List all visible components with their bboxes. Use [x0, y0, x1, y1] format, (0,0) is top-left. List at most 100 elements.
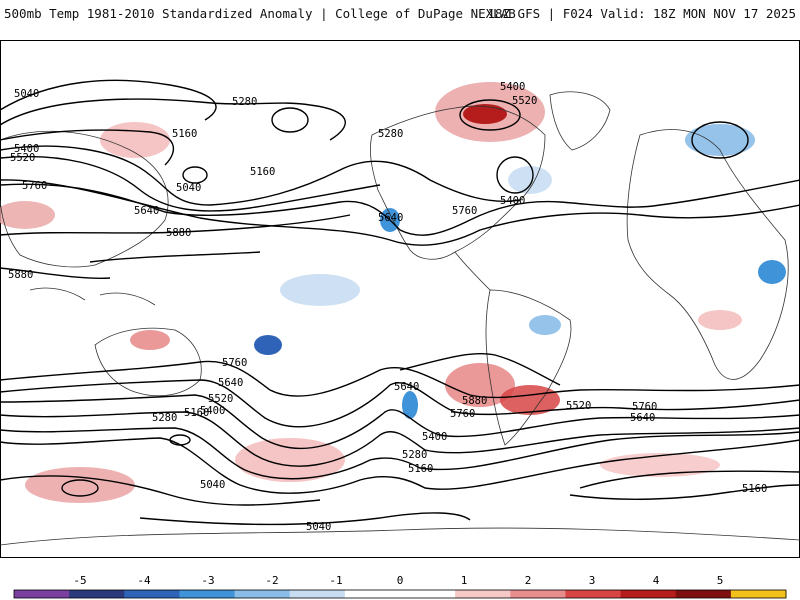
- warm-anomaly-antarctic-coast: [25, 467, 135, 503]
- colorbar-swatch: [289, 590, 346, 598]
- contour-label: 5640: [630, 412, 655, 424]
- colorbar-swatches: [13, 589, 787, 599]
- colorbar-swatch: [124, 590, 180, 598]
- model-run-info: 18Z GFS | F024 Valid: 18Z MON NOV 17 202…: [487, 6, 796, 21]
- contour-label: 5040: [176, 182, 201, 194]
- contour-label: 5520: [10, 152, 35, 164]
- anomaly-shading: [0, 82, 786, 503]
- closed-low-alaska: [271, 107, 309, 133]
- contour-5640-south: [0, 379, 800, 428]
- contour-label: 5400: [14, 143, 39, 155]
- contour-label: 5880: [166, 227, 191, 239]
- contour-label: 5280: [152, 412, 177, 424]
- colorbar-swatch: [675, 590, 732, 598]
- warm-anomaly-south-pacific: [445, 363, 515, 407]
- cold-anomaly-east-africa: [758, 260, 786, 284]
- colorbar-ticks: -5 -4 -3 -2 -1 0 1 2 3 4 5: [73, 574, 723, 587]
- coast-north-america: [370, 105, 546, 260]
- coastlines: [0, 91, 800, 546]
- coast-maritime-continent: [29, 287, 156, 306]
- colorbar-tick-label: -1: [329, 574, 342, 587]
- contour-5400-south: [0, 411, 800, 467]
- contour-label: 5640: [134, 205, 159, 217]
- contour-label: 5400: [422, 431, 447, 443]
- contour-5760-north: [0, 179, 800, 246]
- warm-anomaly-south-america: [500, 385, 560, 415]
- cold-anomaly-tropical-pacific: [280, 274, 360, 306]
- global-map: 5040 5280 5160 5400 5520 5760 5640 5880 …: [0, 40, 800, 558]
- contour-label: 5040: [14, 88, 39, 100]
- cold-anomaly-central-pacific: [254, 335, 282, 355]
- contour-label: 5400: [500, 81, 525, 93]
- cold-anomaly-europe: [685, 124, 755, 156]
- colorbar-swatch: [344, 590, 401, 598]
- contour-5880-south: [0, 267, 561, 386]
- contour-label: 5520: [566, 400, 591, 412]
- contour-label: 5880: [462, 395, 487, 407]
- colorbar-swatch: [234, 590, 291, 598]
- colorbar-tick-label: 5: [717, 574, 724, 587]
- height-contours: [0, 79, 800, 526]
- contour-label: 5760: [22, 180, 47, 192]
- contour-5400-north: [0, 145, 521, 206]
- colorbar-frame: [13, 589, 787, 599]
- warm-anomaly-siberia: [0, 201, 55, 229]
- colorbar-tick-label: -2: [265, 574, 278, 587]
- coast-south-america: [485, 289, 572, 446]
- contour-label: 5160: [250, 166, 275, 178]
- closed-low-great-lakes: [496, 156, 534, 194]
- contour-5040-north: [0, 79, 217, 121]
- closed-low-europe: [691, 121, 749, 159]
- colorbar-tick-label: 1: [461, 574, 468, 587]
- colorbar-tick-label: -4: [137, 574, 151, 587]
- cold-anomaly-south-atlantic: [402, 391, 418, 419]
- colorbar-swatch: [620, 590, 677, 598]
- coast-asia: [0, 130, 169, 268]
- colorbar-tick-label: 0: [397, 574, 404, 587]
- contour-label: 5280: [378, 128, 403, 140]
- contour-label: 5520: [512, 95, 537, 107]
- contour-label: 5280: [232, 96, 257, 108]
- contour-5520-south: [0, 394, 800, 450]
- chart-title: 500mb Temp 1981-2010 Standardized Anomal…: [4, 6, 516, 21]
- contour-label: 5760: [452, 205, 477, 217]
- cold-anomaly-atlantic: [508, 166, 552, 194]
- contour-label: 5040: [306, 521, 331, 533]
- contour-5160-far-south: [569, 484, 800, 500]
- contour-label: 5400: [500, 195, 525, 207]
- colorbar-swatch: [510, 590, 566, 598]
- colorbar-swatch: [179, 590, 236, 598]
- colorbar-tick-label: 2: [525, 574, 532, 587]
- warm-anomaly-hudson-bay-core: [463, 104, 507, 124]
- contour-labels: 5040 5280 5160 5400 5520 5760 5640 5880 …: [8, 81, 767, 533]
- closed-low-north-pacific: [182, 166, 208, 184]
- contour-label: 5880: [8, 269, 33, 281]
- closed-low-hudson-bay: [459, 99, 521, 131]
- colorbar-swatch: [455, 590, 511, 598]
- warm-anomaly-north-pacific: [100, 122, 170, 158]
- coast-greenland: [549, 91, 611, 151]
- contour-5280-north: [0, 98, 346, 141]
- contour-label: 5760: [632, 401, 657, 413]
- contour-5760-south: [0, 360, 800, 399]
- contour-label: 5160: [742, 483, 767, 495]
- contour-5520-north: [0, 155, 381, 212]
- colorbar-tick-label: 4: [653, 574, 660, 587]
- contour-5880-north: [0, 214, 351, 263]
- contour-label: 5160: [408, 463, 433, 475]
- contour-5280-south: [0, 427, 800, 480]
- colorbar-swatch: [14, 590, 70, 598]
- warm-anomaly-africa: [698, 310, 742, 330]
- contour-label: 5760: [450, 408, 475, 420]
- warm-anomaly-australia: [130, 330, 170, 350]
- coast-central-america: [454, 251, 491, 291]
- colorbar: -5 -4 -3 -2 -1 0 1 2 3 4 5: [13, 574, 787, 599]
- contour-5040-south: [0, 470, 800, 526]
- contour-label: 5760: [222, 357, 247, 369]
- colorbar-tick-label: -5: [73, 574, 86, 587]
- contour-5160-north: [0, 129, 175, 166]
- contour-label: 5280: [402, 449, 427, 461]
- contour-label: 5640: [378, 212, 403, 224]
- closed-low-antarctic: [61, 479, 99, 497]
- cold-anomaly-amazon: [529, 315, 561, 335]
